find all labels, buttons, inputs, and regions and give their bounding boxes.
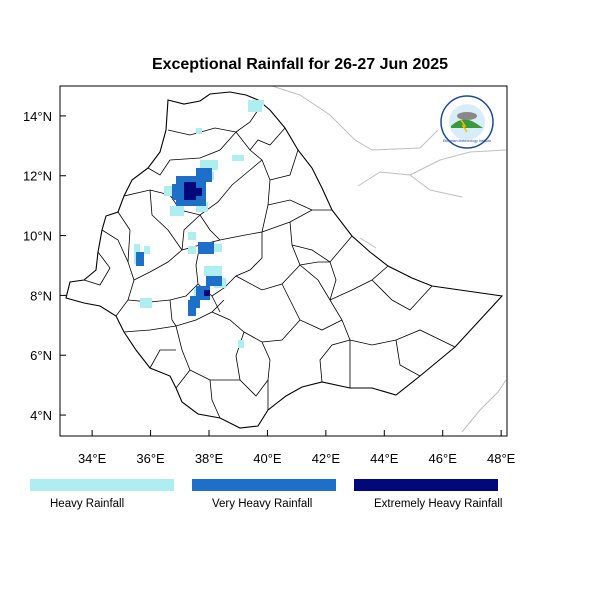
plot-frame xyxy=(59,85,508,437)
ethiopian-meteorology-institute-logo: Ethiopian Meteorology Institute xyxy=(440,95,494,149)
legend-label: Extremely Heavy Rainfall xyxy=(374,498,502,510)
svg-text:Ethiopian Meteorology Institut: Ethiopian Meteorology Institute xyxy=(443,139,491,143)
x-tick-label: 38°E xyxy=(195,451,224,466)
y-tick-label: 12°N xyxy=(23,169,52,184)
y-tick-label: 6°N xyxy=(30,348,52,363)
legend-label: Very Heavy Rainfall xyxy=(212,498,312,510)
rainfall-very-heavy xyxy=(136,168,222,316)
x-tick-label: 42°E xyxy=(312,451,341,466)
country-outline xyxy=(65,91,504,429)
y-tick-label: 10°N xyxy=(23,229,52,244)
x-tick-label: 44°E xyxy=(370,451,399,466)
y-tick-label: 8°N xyxy=(30,288,52,303)
legend-label: Heavy Rainfall xyxy=(50,498,124,510)
x-axis: 34°E 36°E 38°E 40°E 42°E 44°E 46°E 48°E xyxy=(78,430,516,466)
x-tick-label: 40°E xyxy=(253,451,282,466)
x-tick-label: 46°E xyxy=(429,451,458,466)
y-tick-label: 4°N xyxy=(30,408,52,423)
legend-swatch xyxy=(354,479,498,491)
y-tick-label: 14°N xyxy=(23,109,52,124)
x-tick-label: 34°E xyxy=(78,451,107,466)
x-tick-label: 36°E xyxy=(136,451,165,466)
rainfall-heavy xyxy=(134,100,264,348)
y-axis: 14°N 12°N 10°N 8°N 6°N 4°N xyxy=(23,109,66,423)
region-borders xyxy=(83,109,456,419)
neighbor-borders xyxy=(271,85,507,433)
rainfall-extremely-heavy xyxy=(184,182,210,296)
legend: Heavy Rainfall Very Heavy Rainfall Extreme… xyxy=(30,479,502,510)
legend-swatch xyxy=(192,479,336,491)
map-title: Exceptional Rainfall for 26-27 Jun 2025 xyxy=(151,56,449,73)
x-tick-label: 48°E xyxy=(487,451,516,466)
legend-swatch xyxy=(30,479,174,491)
